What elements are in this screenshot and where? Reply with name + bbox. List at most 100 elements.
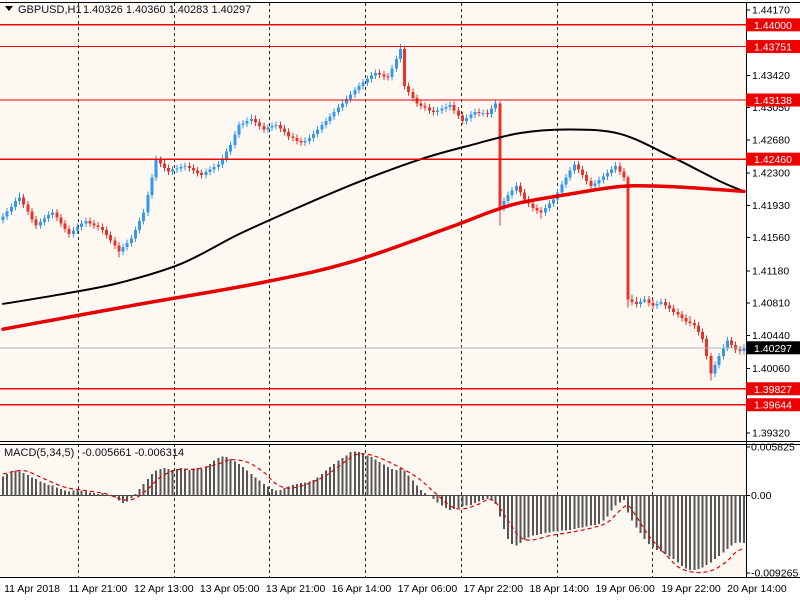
candle-body-bull — [274, 125, 278, 127]
candle-body-bull — [121, 247, 125, 252]
candle-body-bear — [477, 112, 481, 114]
candle-body-bull — [71, 230, 75, 235]
symbol-period-label: GBPUSD,H1 — [18, 4, 82, 16]
macd-bar — [714, 495, 717, 560]
candle-body-bull — [572, 164, 576, 171]
candle-body-bear — [254, 119, 258, 123]
macd-bar — [291, 484, 294, 496]
level-label-text: 1.39644 — [754, 400, 792, 412]
candle-body-bear — [386, 76, 390, 78]
level-price-label[interactable]: 1.44000 — [746, 18, 800, 32]
level-label-box — [746, 18, 800, 32]
candle-body-bear — [630, 299, 634, 303]
candle-body-bull — [440, 108, 444, 111]
level-price-label[interactable]: 1.39827 — [746, 382, 800, 396]
macd-bar — [138, 488, 141, 496]
level-price-label[interactable]: 1.39644 — [746, 398, 800, 412]
candle-body-bull — [506, 194, 510, 202]
candle-body-bear — [113, 240, 117, 246]
macd-bar — [295, 483, 298, 496]
macd-bar — [391, 468, 394, 496]
macd-bar — [730, 495, 733, 546]
macd-bar — [415, 485, 418, 496]
main-pane[interactable] — [0, 2, 746, 441]
candle-body-bull — [713, 364, 717, 374]
macd-bar — [647, 495, 650, 545]
macd-bar — [693, 495, 696, 570]
macd-bar — [548, 495, 551, 533]
macd-bar — [159, 468, 162, 496]
macd-bar — [399, 468, 402, 496]
candle-body-bear — [299, 140, 303, 143]
macd-bar — [523, 495, 526, 540]
macd-bar — [473, 495, 476, 504]
time-label: 20 Apr 14:00 — [727, 583, 787, 595]
candle-body-bear — [63, 223, 67, 229]
candle-body-bull — [444, 106, 448, 109]
grid-layer — [78, 3, 653, 577]
macd-bar — [30, 477, 33, 496]
candle-body-bear — [34, 219, 38, 226]
macd-bar — [229, 458, 232, 496]
candle-body-bear — [585, 174, 589, 181]
macd-bar — [606, 495, 609, 517]
level-price-label[interactable]: 1.43138 — [746, 93, 800, 108]
candle-body-bull — [552, 199, 556, 204]
candle-body-bull — [133, 229, 137, 239]
macd-bar — [22, 473, 25, 496]
candle-body-bull — [332, 112, 336, 117]
macd-bar — [573, 495, 576, 530]
macd-bar — [142, 483, 145, 496]
macd-tick-label: 0.00 — [751, 490, 772, 502]
macd-bar — [242, 467, 245, 496]
macd-pane[interactable] — [0, 444, 746, 577]
macd-bar — [59, 488, 62, 496]
time-label: 12 Apr 13:00 — [134, 583, 194, 595]
candle-body-bull — [324, 120, 328, 126]
macd-bar — [552, 495, 555, 532]
macd-bar — [395, 469, 398, 496]
level-label-box — [746, 382, 800, 396]
price-tick-label: 1.40060 — [752, 363, 790, 375]
macd-bar — [544, 495, 547, 534]
macd-bar — [233, 461, 236, 496]
price-tick-label: 1.40810 — [752, 298, 790, 310]
candle-body-bear — [452, 105, 456, 111]
macd-bar — [527, 495, 530, 538]
candle-body-bear — [200, 173, 204, 175]
macd-bar — [639, 495, 642, 534]
candle-body-bull — [1, 216, 5, 221]
macd-bar — [734, 495, 737, 544]
price-tick-label: 1.44170 — [752, 5, 790, 17]
candle-body-bear — [262, 125, 266, 130]
macd-bar — [424, 493, 427, 496]
macd-bar — [622, 495, 625, 500]
candle-body-bear — [187, 166, 191, 168]
level-price-label[interactable]: 1.43751 — [746, 40, 800, 54]
candle-body-bull — [241, 123, 245, 126]
current-price-label: 1.40297 — [746, 341, 800, 355]
candle-body-bear — [485, 112, 489, 114]
macd-bar — [171, 469, 174, 496]
macd-bar — [370, 457, 373, 496]
macd-bar — [540, 495, 543, 535]
macd-bar — [196, 468, 199, 496]
price-tick-label: 1.41930 — [752, 200, 790, 212]
candle-body-bull — [349, 94, 353, 99]
candle-body-bull — [320, 125, 324, 130]
candle-body-bull — [721, 347, 725, 357]
macd-bar — [676, 495, 679, 563]
candle-body-bear — [117, 245, 121, 252]
macd-bar — [109, 495, 112, 497]
macd-bar — [577, 495, 580, 529]
level-price-label[interactable]: 1.42460 — [746, 152, 800, 167]
candle-body-bull — [361, 82, 365, 86]
candle-body-bear — [461, 115, 465, 121]
macd-bar — [378, 462, 381, 496]
macd-bar — [436, 495, 439, 503]
price-tick-label: 1.40440 — [752, 330, 790, 342]
macd-histogram — [2, 451, 745, 570]
macd-bar — [515, 495, 518, 546]
candle-body-bear — [539, 210, 543, 213]
